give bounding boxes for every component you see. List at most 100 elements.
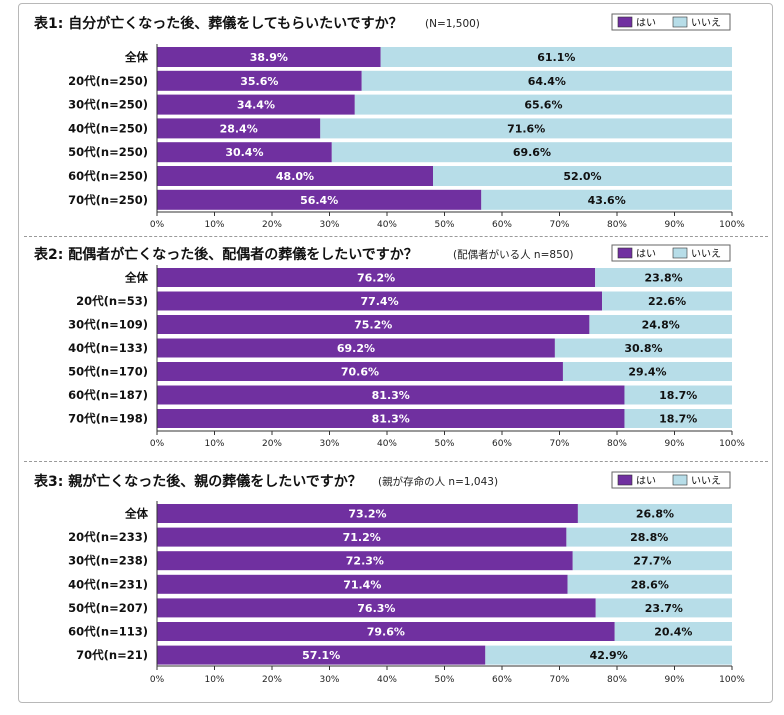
- chart3-legend-box: [611, 471, 731, 489]
- chart3-category-label: 全体: [124, 507, 148, 521]
- chart2-data-label-no: 24.8%: [642, 319, 680, 332]
- chart1-bar-no: [320, 118, 732, 139]
- chart2-category-label: 60代(n=187): [68, 388, 148, 402]
- chart3-legend-swatch-no: [672, 474, 688, 486]
- chart3-bar-yes: [157, 622, 615, 641]
- chart3-data-label-yes: 79.6%: [367, 626, 405, 639]
- chart2-category-label: 40代(n=133): [68, 341, 148, 355]
- chart1-bar-no: [481, 189, 732, 210]
- chart3-category-label: 60代(n=113): [68, 625, 148, 639]
- chart2-data-label-no: 30.8%: [624, 342, 662, 355]
- chart2-bar-no: [562, 362, 732, 381]
- chart2-bar-no: [624, 385, 732, 405]
- chart3-category-label: 70代(n=21): [76, 648, 148, 662]
- chart-frame: [18, 3, 773, 703]
- chart1-bar-yes: [157, 47, 381, 67]
- chart1-category-label: 60代(n=250): [68, 169, 148, 183]
- chart1-bar-yes: [157, 189, 482, 210]
- chart3-x-tick-label: 40%: [377, 675, 397, 685]
- chart2-x-tick-label: 50%: [434, 439, 454, 449]
- chart3-x-tick-label: 90%: [664, 675, 684, 685]
- chart3-title: 表3: 親が亡くなった後、親の葬儀をしたいですか？: [33, 473, 362, 490]
- chart2-data-label-yes: 69.2%: [337, 342, 375, 355]
- chart3-bar-yes: [157, 504, 578, 523]
- chart2-bar-no: [624, 409, 732, 428]
- chart1-title: 表1: 自分が亡くなった後、葬儀をしてもらいたいですか？: [33, 15, 403, 32]
- chart3-bar-no: [595, 598, 732, 618]
- chart2-legend-swatch-yes: [617, 247, 633, 259]
- chart1-data-label-yes: 56.4%: [300, 194, 338, 207]
- chart3-x-tick-label: 20%: [262, 675, 282, 685]
- chart2-data-label-no: 18.7%: [659, 389, 697, 402]
- chart2-legend-label-yes: はい: [636, 248, 656, 260]
- chart1-x-tick-label: 80%: [607, 220, 627, 230]
- chart3-data-label-yes: 57.1%: [302, 649, 340, 662]
- chart2-data-label-no: 23.8%: [644, 272, 682, 285]
- chart2-category-label: 70代(n=198): [68, 412, 148, 426]
- chart1-data-label-no: 65.6%: [524, 99, 562, 112]
- chart1-legend-label-yes: はい: [636, 17, 656, 29]
- chart2-x-tick-label: 10%: [204, 439, 224, 449]
- chart2-data-label-yes: 81.3%: [372, 389, 410, 402]
- chart1-data-label-yes: 30.4%: [225, 146, 263, 159]
- chart3-data-label-no: 27.7%: [633, 555, 671, 568]
- chart1-data-label-no: 64.4%: [528, 75, 566, 88]
- chart3-x-tick-label: 10%: [204, 675, 224, 685]
- chart2-data-label-yes: 76.2%: [357, 272, 395, 285]
- chart2-x-tick-label: 80%: [607, 439, 627, 449]
- chart2-legend-label-no: いいえ: [691, 248, 721, 260]
- chart1-data-label-yes: 28.4%: [220, 122, 258, 135]
- chart3-x-tick-label: 30%: [319, 675, 339, 685]
- chart2-bar-no: [595, 268, 732, 287]
- chart2-bar-yes: [157, 268, 596, 287]
- chart3-bar-no: [566, 527, 732, 547]
- chart2-bar-yes: [157, 315, 590, 334]
- chart2-legend-box: [611, 244, 731, 262]
- chart3-legend-swatch-yes: [617, 474, 633, 486]
- chart3-data-label-no: 26.8%: [636, 508, 674, 521]
- chart3-data-label-yes: 72.3%: [346, 555, 384, 568]
- chart2-category-label: 20代(n=53): [76, 294, 148, 308]
- chart3-data-label-no: 20.4%: [654, 626, 692, 639]
- chart2-bar-yes: [157, 385, 625, 405]
- chart3-data-label-yes: 73.2%: [348, 508, 386, 521]
- chart1-bar-yes: [157, 142, 332, 163]
- chart1-bar-no: [331, 142, 732, 163]
- chart2-data-label-yes: 77.4%: [360, 295, 398, 308]
- chart2-note: (配偶者がいる人 n=850): [453, 248, 574, 261]
- section-divider-1: [24, 236, 768, 237]
- chart1-data-label-no: 71.6%: [507, 122, 545, 135]
- chart1-data-label-no: 61.1%: [537, 51, 575, 64]
- chart2-bar-no: [602, 291, 732, 311]
- chart2-x-tick-label: 100%: [719, 439, 745, 449]
- chart3-bar-no: [485, 645, 732, 665]
- chart2-bar-no: [589, 315, 732, 334]
- chart2-bar-no: [554, 338, 732, 358]
- chart2-category-label: 30代(n=109): [68, 318, 148, 332]
- chart2-data-label-yes: 70.6%: [341, 366, 379, 379]
- chart1-x-tick-label: 0%: [150, 220, 165, 230]
- chart1-note: (N=1,500): [425, 18, 480, 30]
- chart2-category-label: 50代(n=170): [68, 365, 148, 379]
- chart3-data-label-no: 42.9%: [590, 649, 628, 662]
- chart3-bar-yes: [157, 574, 568, 594]
- chart1-x-tick-label: 60%: [492, 220, 512, 230]
- chart1-category-label: 20代(n=250): [68, 74, 148, 88]
- chart3-category-label: 50代(n=207): [68, 601, 148, 615]
- chart3-category-label: 40代(n=231): [68, 577, 148, 591]
- chart1-data-label-no: 43.6%: [588, 194, 626, 207]
- chart1-bar-yes: [157, 118, 321, 139]
- chart2-bar-yes: [157, 362, 563, 381]
- chart1-bar-no: [361, 70, 732, 91]
- chart1-bar-no: [380, 47, 732, 67]
- chart3-data-label-yes: 71.4%: [343, 578, 381, 591]
- chart1-x-tick-label: 10%: [204, 220, 224, 230]
- chart1-data-label-no: 52.0%: [563, 170, 601, 183]
- chart2-x-tick-label: 0%: [150, 439, 165, 449]
- chart1-legend-swatch-yes: [617, 16, 633, 28]
- chart1-legend-label-no: いいえ: [691, 17, 721, 29]
- chart3-note: (親が存命の人 n=1,043): [378, 475, 498, 488]
- chart3-legend-label-yes: はい: [636, 475, 656, 487]
- chart2-bar-yes: [157, 291, 603, 311]
